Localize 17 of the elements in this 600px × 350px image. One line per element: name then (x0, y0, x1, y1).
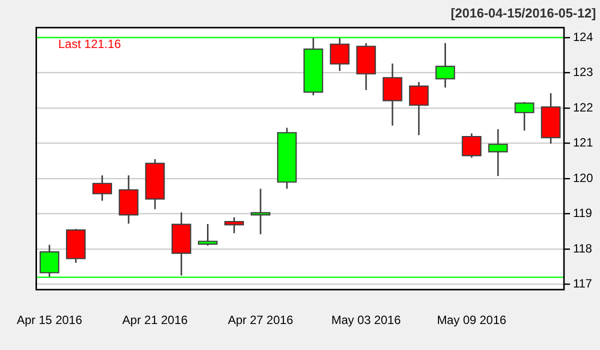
x-tick-label: May 03 2016 (331, 313, 402, 328)
x-tick-label: Apr 21 2016 (122, 313, 188, 328)
y-tick-label: 119 (572, 206, 592, 220)
chart-subtitle: [2016-04-15/2016-05-12] (450, 5, 596, 20)
x-tick-label: May 09 2016 (436, 313, 507, 328)
y-tick-label: 124 (572, 30, 594, 44)
annotation: Last 121.16 (58, 36, 122, 51)
y-tick-label: 123 (572, 65, 594, 80)
y-tick-label: 120 (572, 170, 594, 185)
candlestick (462, 132, 482, 158)
candlestick (409, 81, 429, 136)
y-tick-label: 121 (572, 136, 594, 150)
y-tick-label: 118 (572, 241, 592, 256)
y-tick-label: 122 (572, 100, 594, 114)
x-tick-label: Apr 15 2016 (16, 313, 82, 328)
y-tick-label: 117 (572, 276, 592, 291)
x-tick-label: Apr 27 2016 (228, 313, 294, 328)
